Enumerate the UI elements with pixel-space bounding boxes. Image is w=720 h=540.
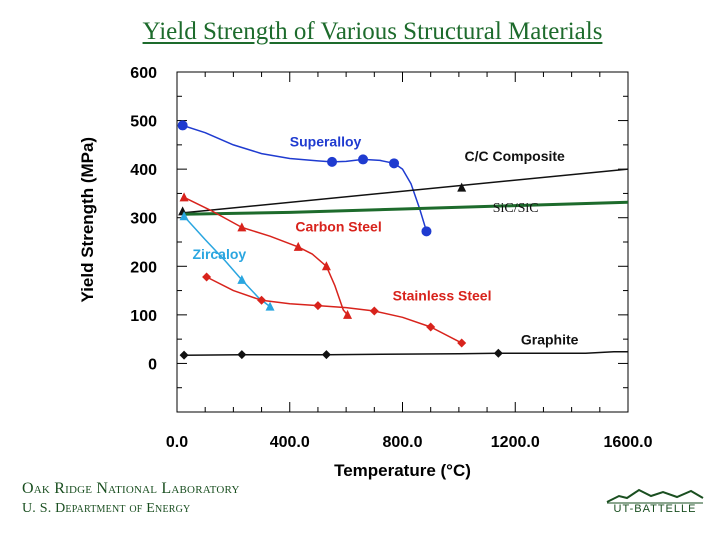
series-line-graphite	[183, 351, 628, 356]
x-tick-label: 400.0	[270, 434, 310, 451]
plot-frame	[176, 71, 629, 413]
y-tick-label: 300	[130, 211, 157, 228]
logo-text: UT-BATTELLE	[613, 503, 697, 515]
y-axis-label: Yield Strength (MPa)	[78, 137, 97, 303]
ut-battelle-logo: UT-BATTELLE	[605, 486, 705, 520]
series-superalloy	[177, 120, 432, 237]
series-line-superalloy	[182, 124, 428, 232]
series-line-carbon-steel	[183, 196, 349, 316]
data-point	[179, 211, 189, 221]
series-sic-sic	[182, 200, 629, 216]
series-annotation: Carbon Steel	[295, 218, 381, 234]
series-line-c-c-composite	[182, 168, 629, 214]
mountain-logo-icon	[606, 488, 704, 504]
series-annotation: C/C Composite	[465, 148, 566, 164]
data-point	[257, 295, 267, 305]
data-point	[421, 226, 432, 237]
y-tick-label: 200	[130, 259, 157, 276]
slide-title: Yield Strength of Various Structural Mat…	[142, 18, 603, 45]
data-point	[265, 301, 275, 311]
data-point	[237, 222, 247, 232]
x-tick-label: 800.0	[382, 434, 422, 451]
data-point	[457, 338, 467, 348]
series-line-stainless-steel	[206, 276, 463, 344]
data-point	[358, 154, 369, 165]
data-point	[389, 158, 400, 169]
x-tick-label: 0.0	[166, 434, 188, 451]
series-annotation: Graphite	[521, 331, 579, 347]
data-point	[426, 322, 436, 332]
series-annotation: Zircaloy	[193, 246, 247, 262]
x-tick-label: 1600.0	[604, 434, 653, 451]
y-tick-label: 0	[148, 356, 157, 373]
data-point	[327, 156, 338, 167]
data-point	[237, 350, 247, 360]
data-point	[321, 261, 331, 271]
x-tick-label: 1200.0	[491, 434, 540, 451]
data-point	[369, 306, 379, 316]
series-carbon-steel	[179, 192, 353, 319]
data-point	[313, 301, 323, 311]
data-point	[202, 272, 212, 282]
data-point	[237, 274, 247, 284]
data-point	[293, 241, 303, 251]
data-point	[177, 120, 188, 131]
series-annotation: Superalloy	[290, 133, 362, 149]
series-annotation: SiC/SiC	[493, 201, 539, 216]
series-line-sic-sic	[182, 200, 629, 216]
data-point	[321, 350, 331, 360]
data-point	[179, 350, 189, 360]
y-tick-label: 100	[130, 308, 157, 325]
data-point	[493, 348, 503, 358]
data-point	[457, 182, 467, 192]
series-stainless-steel	[202, 272, 467, 348]
series-graphite	[179, 348, 628, 360]
y-tick-label: 400	[130, 162, 157, 179]
org-department: U. S. Department of Energy	[22, 501, 191, 516]
y-tick-label: 500	[130, 114, 157, 131]
data-point	[343, 309, 353, 319]
series-annotation: Stainless Steel	[393, 287, 492, 303]
org-name: Oak Ridge National Laboratory	[22, 480, 240, 497]
y-tick-label: 600	[130, 65, 157, 82]
x-axis-label: Temperature (°C)	[334, 461, 471, 480]
data-point	[179, 192, 189, 202]
